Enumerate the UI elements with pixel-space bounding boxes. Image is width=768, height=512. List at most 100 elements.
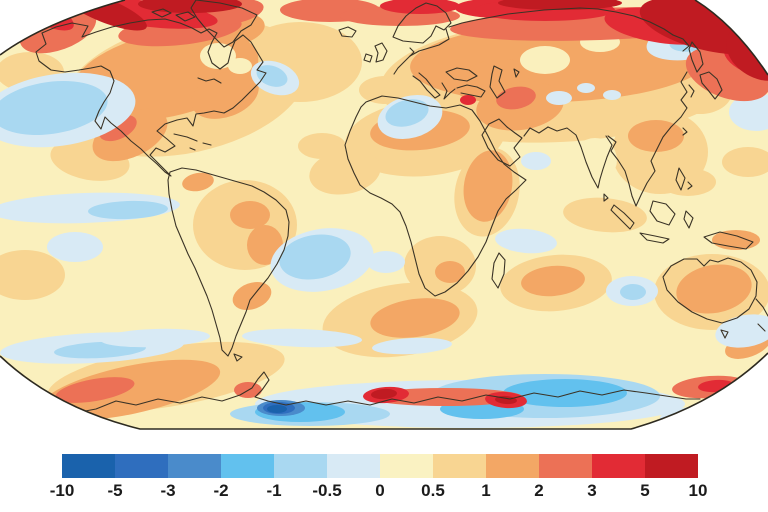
anomaly-patch (0, 81, 108, 135)
anomaly-patch (39, 359, 221, 421)
anomaly-patch (628, 120, 684, 152)
anomaly-patch (359, 76, 411, 104)
coastline (202, 142, 212, 146)
colorbar-segment (274, 454, 327, 478)
anomaly-patch (279, 234, 351, 280)
coastline (688, 41, 704, 73)
map-boundary (0, 0, 768, 430)
colorbar-tick-label: 1 (481, 481, 491, 500)
anomaly-patch (100, 328, 210, 348)
colorbar: -10 -5 -3 -2 -1 -0.5 0 0.5 1 2 3 5 10 (50, 454, 708, 504)
anomaly-patch (495, 228, 557, 254)
colorbar-tick-label: 0 (375, 481, 385, 500)
anomaly-patch (367, 251, 405, 273)
coastline (374, 42, 388, 63)
coastline (392, 2, 452, 44)
anomaly-patch (88, 200, 168, 220)
anomaly-patch (503, 379, 627, 407)
coastline (190, 0, 258, 48)
colorbar-ticks: -10 -5 -3 -2 -1 -0.5 0 0.5 1 2 3 5 10 (50, 481, 708, 503)
coastline (757, 323, 766, 332)
coastline (412, 72, 441, 99)
anomaly-patch (230, 201, 270, 229)
anomaly-patch (371, 388, 397, 400)
anomaly-patch (722, 147, 768, 177)
anomaly-patch (521, 265, 585, 297)
coastline (456, 84, 486, 98)
coastline (481, 118, 523, 167)
anomaly-patch (463, 150, 513, 222)
colorbar-tick-label: -3 (160, 481, 176, 500)
coastline (755, 298, 768, 317)
colorbar-tick-label: -5 (107, 481, 123, 500)
anomaly-patch (309, 149, 381, 195)
anomaly-patch (435, 261, 465, 283)
coastline (167, 167, 290, 357)
anomaly-patch (232, 281, 272, 311)
coastline (393, 55, 411, 75)
anomaly-patch (191, 71, 259, 119)
colorbar-segment (327, 454, 380, 478)
coastline (672, 34, 690, 52)
coastline (448, 7, 674, 36)
coastline (682, 127, 688, 136)
anomaly-patch (520, 46, 570, 74)
colorbar-gradient (62, 454, 698, 478)
anomaly-patch (256, 65, 288, 87)
colorbar-segment (115, 454, 168, 478)
coastline (489, 65, 506, 99)
anomaly-patch (620, 284, 646, 300)
colorbar-tick-label: -1 (266, 481, 282, 500)
coastline (197, 77, 222, 84)
map-boundary-arc (0, 352, 768, 430)
colorbar-segment (168, 454, 221, 478)
colorbar-tick-label: -10 (49, 481, 75, 500)
anomaly-patch (385, 99, 429, 127)
coastline (683, 210, 694, 229)
anomaly-patch (496, 86, 536, 110)
anomaly-patch (715, 314, 768, 348)
colorbar-segment (380, 454, 433, 478)
coastline (703, 231, 754, 250)
colorbar-segment (62, 454, 115, 478)
coastline (189, 147, 196, 151)
coastline (603, 193, 609, 202)
coastline (491, 252, 506, 289)
colorbar-tick-label: 2 (534, 481, 544, 500)
anomaly-patch (603, 90, 621, 100)
coastline (607, 71, 688, 207)
colorbar-tick-label: -2 (213, 481, 229, 500)
coastline (338, 26, 357, 38)
anomaly-patch (138, 0, 242, 13)
coastline (409, 28, 450, 57)
anomaly-patch (0, 250, 65, 300)
colorbar-segment (539, 454, 592, 478)
coastline (688, 84, 695, 98)
anomaly-patch (372, 337, 452, 355)
coastline (662, 257, 758, 324)
anomaly-patch (55, 377, 135, 403)
map-boundary-arc (0, 0, 126, 56)
coastline (675, 167, 686, 191)
colorbar-tick-label: 5 (640, 481, 650, 500)
map-boundary-arc (694, 0, 768, 76)
colorbar-segment (592, 454, 645, 478)
colorbar-tick-label: -0.5 (312, 481, 342, 500)
coastline (699, 71, 723, 100)
colorbar-segment (433, 454, 486, 478)
coastline (610, 204, 635, 230)
coastline (687, 181, 693, 190)
coastline (441, 82, 456, 100)
colorbar-segment (486, 454, 539, 478)
anomaly-patch (546, 91, 572, 105)
coastline (151, 8, 172, 18)
coastline (720, 329, 729, 339)
anomaly-patch (460, 95, 476, 105)
coastline (639, 232, 670, 244)
coastline (175, 11, 196, 22)
coastlines (35, 0, 768, 413)
anomaly-patch (228, 58, 252, 74)
anomaly-patch (242, 328, 362, 348)
colorbar-tick-label: 0.5 (421, 481, 445, 500)
